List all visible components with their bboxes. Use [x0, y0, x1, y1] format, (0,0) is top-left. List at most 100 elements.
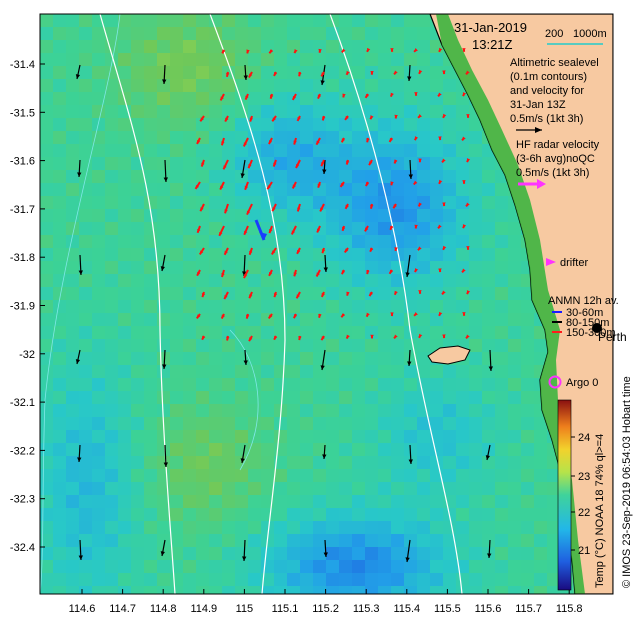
hf-radar-arrow [438, 179, 443, 185]
hf-radar-arrow [441, 290, 446, 296]
lon-tick-label: 115.8 [556, 603, 583, 615]
hf-radar-arrow [249, 115, 253, 122]
hf-radar-arrow [315, 269, 321, 277]
hf-radar-arrow [389, 225, 394, 231]
altimetry-arrow [407, 349, 412, 367]
altimetry-arrow [75, 64, 81, 80]
hf-radar-arrow [388, 137, 393, 143]
hf-radar-arrow [390, 48, 394, 52]
hf-radar-arrow [340, 269, 346, 275]
hf-radar-arrow [393, 290, 398, 296]
hf-radar-arrow [226, 335, 230, 341]
hf-radar-arrow [438, 136, 442, 141]
hf-radar-arrow [344, 115, 349, 121]
argo-legend-icon [548, 375, 562, 389]
anmn-legend: ANMN 12h av. 30-60m 80-150m 150-300m [548, 295, 619, 339]
lon-tick-label: 115.4 [393, 603, 420, 615]
altimetry-arrow [323, 539, 328, 558]
hf-legend-scale: 0.5m/s (1kt 3h) [516, 167, 589, 179]
hf-radar-arrow [414, 268, 419, 273]
hf-radar-arrow [298, 71, 302, 77]
hf-radar-arrow [437, 224, 442, 230]
hf-radar-arrow [247, 159, 253, 169]
lon-tick-label: 115.5 [434, 603, 461, 615]
altimetry-legend: Altimetric sealevel (0.1m contours) and … [510, 57, 599, 133]
hf-radar-arrow [293, 137, 297, 145]
lat-tick-label: -32 [19, 349, 35, 361]
altimetry-arrow [322, 159, 327, 175]
hf-radar-arrow [465, 202, 470, 208]
hf-radar-arrow [295, 291, 301, 299]
isobath-lines [99, 14, 463, 594]
hf-radar-arrow [218, 225, 225, 237]
hf-radar-arrow [369, 115, 374, 120]
hf-radar-arrow [293, 313, 298, 319]
altimetry-arrow [320, 64, 326, 86]
hf-radar-arrow [345, 334, 350, 340]
lat-tick-label: -32.2 [10, 445, 35, 457]
altimetry-arrow [243, 64, 248, 81]
altimetry-arrow [162, 64, 167, 85]
altimetry-arrow [160, 539, 166, 557]
hf-radar-arrow [414, 136, 419, 141]
drifter-legend-label: drifter [560, 257, 588, 269]
hf-radar-arrow [317, 181, 321, 188]
hf-radar-arrow [268, 137, 273, 145]
hf-radar-arrow [220, 313, 225, 320]
colorbar-tick-label: 23 [578, 471, 590, 483]
hf-radar-arrow [462, 92, 467, 97]
lat-tick-label: -31.6 [10, 156, 35, 168]
hf-radar-arrow [388, 269, 393, 275]
hf-radar-arrow [342, 93, 346, 98]
hf-radar-arrow [199, 203, 205, 212]
hf-radar-arrow [269, 93, 274, 99]
altimetry-arrow [78, 254, 83, 276]
altimetry-arrow [323, 254, 328, 273]
altimetry-velocity-arrows [75, 64, 493, 563]
anmn-item-1: 30-60m [566, 307, 603, 319]
hf-radar-arrow [291, 93, 297, 101]
latitude-axis: -31.4 -31.5 -31.6 -31.7 -31.8 -31.9 -32 -32.1 -3… [10, 59, 45, 554]
alt-legend-line-3: and velocity for [510, 85, 584, 97]
hf-radar-arrow [413, 48, 418, 53]
hf-radar-arrow [273, 291, 278, 298]
altimetry-arrow [407, 64, 412, 82]
hf-radar-arrow [370, 203, 374, 209]
credit-label: © IMOS 23-Sep-2019 06:54:03 Hobart time [621, 376, 633, 588]
altimetry-arrow [242, 539, 247, 562]
altimetry-arrow [160, 254, 166, 272]
altimetry-arrow [487, 539, 492, 559]
colorbar-ticks: 24 23 22 21 [571, 432, 590, 557]
hf-radar-arrow [319, 203, 325, 212]
plot-frame [39, 13, 614, 595]
hf-radar-arrow [196, 137, 201, 145]
lat-tick-label: -32.1 [10, 397, 35, 409]
altimetry-arrow [320, 349, 326, 371]
hf-radar-arrow [246, 203, 253, 216]
hf-radar-arrow [318, 313, 322, 318]
lat-tick-label: -31.4 [10, 59, 35, 71]
hf-radar-arrow [271, 203, 277, 212]
hf-radar-arrow [364, 225, 369, 232]
hf-radar-arrow [466, 246, 470, 250]
hf-radar-arrow [461, 268, 466, 274]
lat-tick-label: -31.8 [10, 252, 35, 264]
hf-radar-arrow [223, 291, 229, 300]
city-label: Perth [598, 330, 627, 344]
hf-radar-arrow [442, 113, 447, 119]
hf-radar-arrow [248, 71, 253, 78]
hf-radar-arrow [244, 93, 249, 101]
hf-radar-arrow [219, 181, 225, 191]
hf-radar-arrow [462, 224, 467, 229]
hf-radar-arrow [321, 115, 326, 121]
hf-radar-arrow [268, 49, 273, 54]
hf-radar-arrow [296, 247, 301, 255]
colorbar [557, 399, 572, 591]
hf-radar-arrow [418, 333, 423, 339]
lon-tick-label: 115.2 [312, 603, 339, 615]
hf-radar-arrow [268, 225, 273, 234]
hf-radar-arrow [465, 70, 470, 76]
hf-radar-arrow [198, 247, 205, 255]
hf-radar-arrow [364, 93, 369, 99]
hf-radar-arrow [317, 93, 322, 100]
